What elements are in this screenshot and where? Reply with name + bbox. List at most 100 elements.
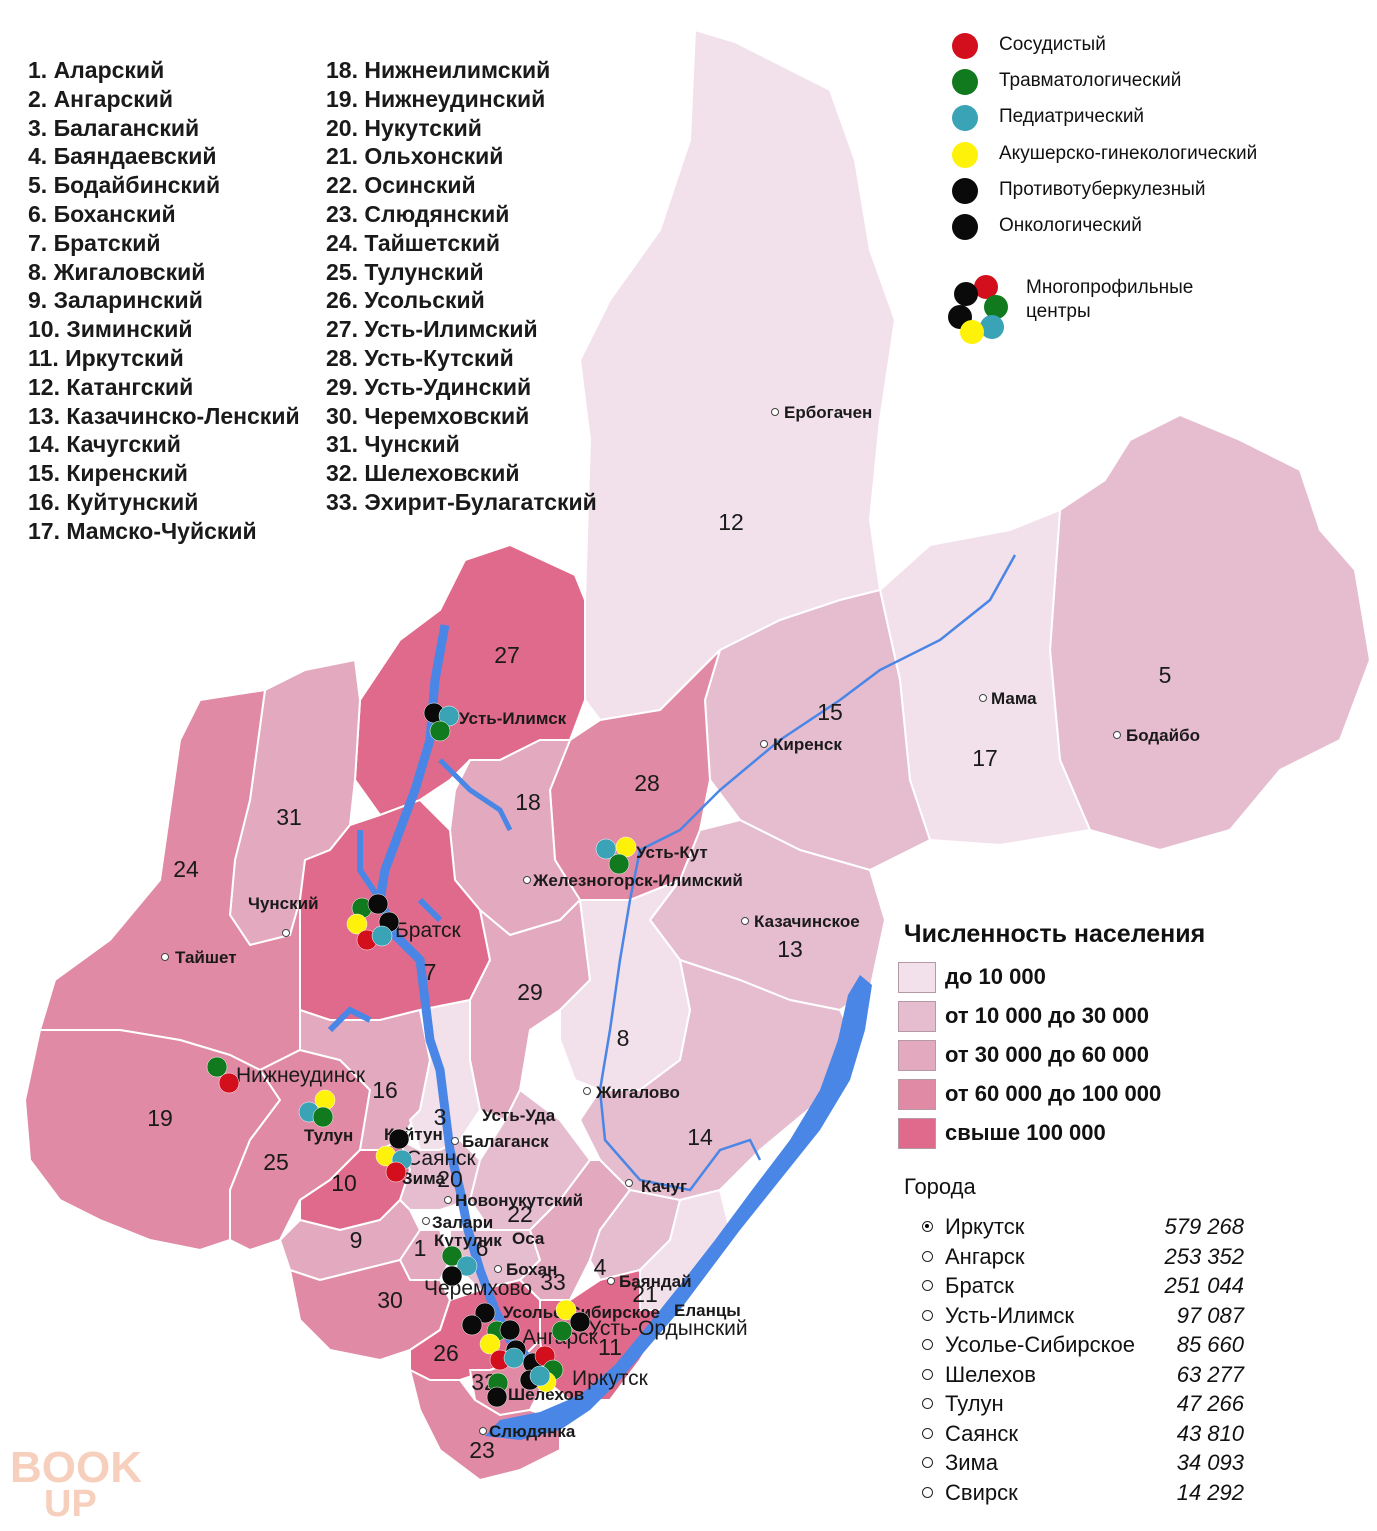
bookup-watermark: BOOK UP — [10, 1443, 142, 1518]
population-swatch — [898, 1118, 936, 1149]
city-name: Шелехов — [945, 1361, 1036, 1387]
population-class-label: до 10 000 — [945, 964, 1046, 989]
label-novonukutsky: Новонукутский — [455, 1191, 583, 1210]
label-kirensk: Киренск — [773, 735, 842, 754]
label-kazachinskoe: Казачинское — [754, 912, 860, 931]
district-list-item: 17. Мамско-Чуйский — [28, 517, 257, 544]
city-population: 43 810 — [1176, 1420, 1244, 1446]
settlement-points — [161, 408, 1121, 1435]
multi-profile-label: Многопрофильные центры — [1026, 277, 1194, 322]
district-list-column-2: 18. Нижнеилимский 19. Нижнеудинский 20. Ну… — [326, 56, 597, 517]
center-type-dot — [952, 69, 978, 96]
center-type-label: Акушерско-гинекологический — [999, 142, 1258, 164]
city-row: Усть-Илимск 97 087 — [920, 1303, 1246, 1333]
city-marker-icon — [922, 1398, 933, 1409]
label-ust-uda: Усть-Уда — [482, 1106, 556, 1125]
population-legend-title: Численность населения — [904, 920, 1206, 948]
city-population: 63 277 — [1176, 1361, 1244, 1387]
district-list-item: 16. Куйтунский — [28, 488, 199, 515]
city-marker-icon — [922, 1368, 933, 1380]
city-name: Усолье-Сибирское — [945, 1332, 1136, 1357]
map-number-28: 28 — [634, 770, 660, 796]
label-slyudyanka: Слюдянка — [489, 1422, 576, 1441]
city-name: Свирск — [945, 1479, 1018, 1505]
city-population: 14 292 — [1176, 1479, 1244, 1505]
population-class-label: от 60 000 до 100 000 — [945, 1081, 1162, 1106]
map-number-18: 18 — [515, 789, 541, 815]
city-row: Усолье-Сибирское 85 660 — [920, 1332, 1246, 1362]
center-type-dot — [952, 105, 978, 132]
cities-table: Иркутск 579 268 Ангарск 253 352 Братск 251 04… — [920, 1214, 1246, 1509]
label-kachug: Качуг — [641, 1177, 687, 1196]
district-list-item: 27. Усть-Илимский — [326, 316, 538, 343]
label-osa: Оса — [512, 1229, 545, 1248]
map-number-16: 16 — [372, 1077, 398, 1103]
district-list-item: 30. Черемховский — [326, 402, 530, 429]
center-type-label: Онкологический — [999, 214, 1142, 236]
label-bokhan: Бохан — [506, 1260, 557, 1279]
district-list-item: 12. Катангский — [28, 373, 194, 400]
label-bratsk: Братск — [395, 919, 462, 942]
center-type-label: Педиатрический — [999, 106, 1145, 128]
district-list-item: 21. Ольхонский — [326, 143, 504, 170]
district-list-item: 31. Чунский — [326, 431, 460, 458]
capital-marker-icon — [922, 1221, 933, 1232]
map-number-21: 21 — [632, 1281, 658, 1307]
city-population: 47 266 — [1176, 1391, 1244, 1416]
city-name: Зима — [945, 1450, 998, 1475]
label-zhigalovo: Жигалово — [595, 1083, 680, 1102]
district-list-item: 8. Жигаловский — [28, 258, 206, 285]
city-row: Свирск 14 292 — [920, 1480, 1246, 1510]
population-swatch — [898, 962, 936, 993]
district-list-item: 6. Боханский — [28, 200, 176, 227]
district-list-item: 19. Нижнеудинский — [326, 85, 546, 112]
city-row: Братск 251 044 — [920, 1273, 1246, 1303]
label-tulun: Тулун — [304, 1126, 353, 1145]
city-population: 85 660 — [1176, 1332, 1244, 1357]
city-population: 34 093 — [1176, 1450, 1244, 1475]
city-marker-icon — [922, 1427, 933, 1439]
district-list-item: 26. Усольский — [326, 287, 485, 314]
district-list-item: 10. Зиминский — [28, 316, 193, 343]
map-number-25: 25 — [263, 1149, 289, 1175]
label-cheremkhovo: Черемхово — [424, 1277, 532, 1300]
map-number-30: 30 — [377, 1287, 403, 1313]
center-type-label: Противотуберкулезный — [999, 178, 1206, 200]
population-class-label: от 10 000 до 30 000 — [945, 1003, 1149, 1028]
map-numbers: 12 5 17 15 27 28 18 31 24 13 7 29 8 14 1… — [147, 509, 1171, 1463]
label-ust-ordynsky: Усть-Ордынский — [588, 1317, 748, 1340]
city-row: Саянск 43 810 — [920, 1421, 1246, 1451]
map-number-24: 24 — [173, 856, 199, 882]
city-name: Иркутск — [945, 1214, 1025, 1239]
city-name: Саянск — [945, 1420, 1019, 1446]
map-number-22: 22 — [507, 1201, 533, 1227]
label-bodaibo: Бодайбо — [1126, 726, 1200, 745]
city-marker-icon — [922, 1309, 933, 1321]
map-number-4: 4 — [594, 1254, 607, 1280]
district-list-item: 24. Тайшетский — [326, 229, 500, 256]
map-number-29: 29 — [517, 979, 543, 1005]
district-list-item: 18. Нижнеилимский — [326, 57, 551, 83]
city-name: Тулун — [945, 1391, 1004, 1416]
city-row: Иркутск 579 268 — [920, 1214, 1246, 1244]
district-list-column-1: 1. Аларский 2. Ангарский 3. Балаганский 4. … — [28, 56, 300, 546]
city-population: 97 087 — [1176, 1302, 1244, 1328]
label-zima: Зима — [402, 1169, 445, 1188]
lena-river — [598, 554, 1017, 1192]
district-5 — [1049, 414, 1371, 851]
district-list-item: 33. Эхирит-Булагатский — [326, 488, 597, 515]
map-number-7: 7 — [424, 959, 437, 985]
city-row: Ангарск 253 352 — [920, 1244, 1246, 1274]
map-number-19: 19 — [147, 1105, 173, 1131]
population-swatch — [898, 1001, 936, 1032]
center-type-dot — [952, 141, 978, 168]
label-zalari: Залари — [432, 1213, 493, 1232]
center-type-dot — [952, 213, 978, 240]
district-list-item: 20. Нукутский — [326, 114, 482, 141]
city-name: Ангарск — [945, 1243, 1025, 1269]
center-type-label: Травматологический — [999, 70, 1182, 92]
city-population: 251 044 — [1164, 1273, 1244, 1298]
district-list-item: 2. Ангарский — [28, 85, 174, 112]
map-number-10: 10 — [331, 1170, 357, 1196]
